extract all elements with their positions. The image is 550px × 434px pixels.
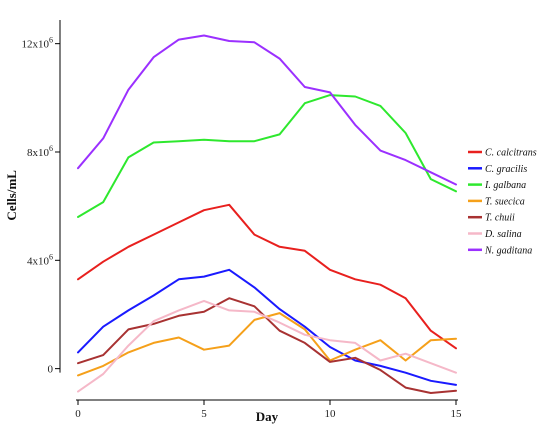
legend-label: C. calcitrans [485, 148, 537, 159]
legend-label: T. suecica [485, 196, 525, 207]
series-line-t-chuii [77, 297, 457, 394]
series-line-c-calcitrans [77, 203, 457, 350]
legend-label: N. gaditana [484, 245, 532, 256]
x-tick-label: 15 [451, 408, 463, 420]
legend: C. calcitrans C. gracilis I. galbana T. sue… [468, 148, 537, 256]
series-line-i-galbana [77, 94, 457, 218]
x-tick-label: 0 [75, 408, 81, 420]
y-axis-title: Cells/mL [4, 170, 19, 221]
y-tick-label: 12x106 [22, 36, 54, 51]
x-tick-label: 5 [201, 408, 207, 420]
y-tick-label: 0 [48, 364, 54, 376]
x-axis-title: Day [256, 409, 279, 424]
legend-label: C. gracilis [485, 164, 527, 175]
x-tick-label: 10 [325, 408, 337, 420]
axes: 0 5 10 15 0 4x106 8x106 12x106 [22, 20, 463, 420]
legend-label: I. galbana [484, 180, 526, 191]
plot-area [77, 34, 457, 394]
legend-label: T. chuii [485, 213, 515, 224]
series-line-c-gracilis [77, 268, 457, 386]
series-line-t-suecica [77, 312, 457, 377]
series-line-n-gaditana [77, 34, 457, 186]
y-tick-label: 8x106 [27, 144, 53, 159]
y-tick-label: 4x106 [27, 252, 53, 267]
series-line-d-salina [77, 299, 457, 393]
legend-label: D. salina [484, 229, 522, 240]
